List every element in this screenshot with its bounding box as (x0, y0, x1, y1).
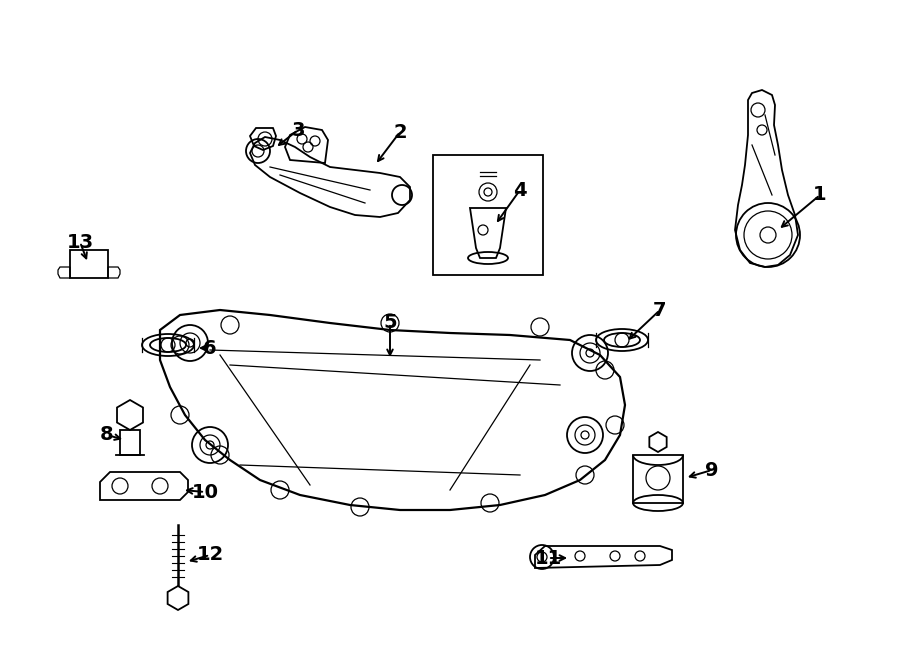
Bar (433, 155, 543, 275)
Text: 12: 12 (196, 545, 223, 564)
Bar (120, 430, 140, 455)
Text: 3: 3 (292, 120, 305, 139)
Text: 5: 5 (383, 313, 397, 332)
Text: 13: 13 (67, 233, 94, 251)
Text: 2: 2 (393, 122, 407, 141)
Text: 7: 7 (653, 301, 667, 319)
Text: 10: 10 (192, 483, 219, 502)
Text: 11: 11 (535, 549, 562, 568)
Text: 1: 1 (814, 186, 827, 204)
Text: 6: 6 (203, 338, 217, 358)
Text: 9: 9 (706, 461, 719, 479)
Bar (633, 455, 683, 503)
Text: 8: 8 (100, 426, 113, 444)
Bar (70, 250, 108, 278)
Text: 4: 4 (513, 180, 526, 200)
